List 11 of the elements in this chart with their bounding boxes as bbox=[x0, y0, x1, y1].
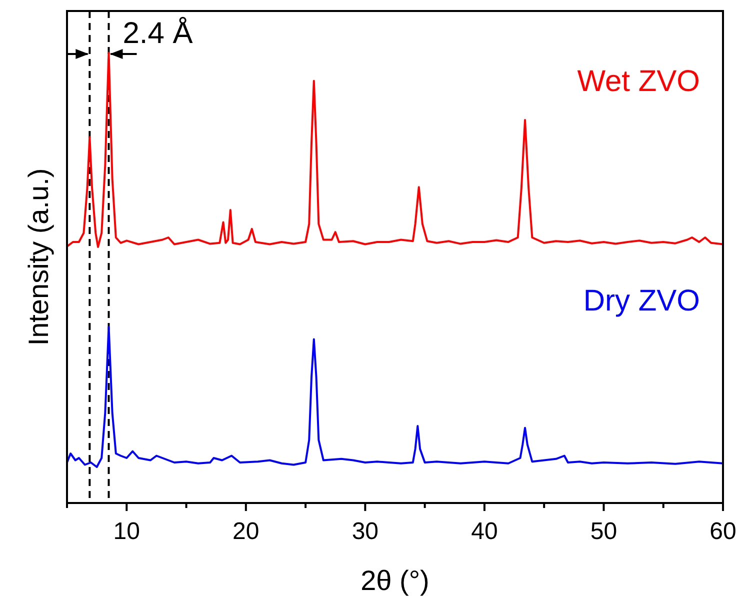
x-tick-label: 10 bbox=[113, 518, 140, 545]
x-axis-title: 2θ (°) bbox=[360, 565, 430, 596]
x-tick-label: 60 bbox=[710, 518, 736, 545]
y-axis-title: Intensity (a.u.) bbox=[23, 168, 54, 346]
x-tick-label: 20 bbox=[232, 518, 260, 545]
x-tick-label: 50 bbox=[590, 518, 618, 545]
text: Dry ZVO bbox=[583, 284, 700, 318]
text: 2.4 Å bbox=[122, 16, 193, 50]
series-label: Wet ZVO bbox=[577, 65, 700, 98]
x-tick-label: 30 bbox=[352, 518, 379, 545]
x-tick-label: 40 bbox=[471, 518, 498, 545]
